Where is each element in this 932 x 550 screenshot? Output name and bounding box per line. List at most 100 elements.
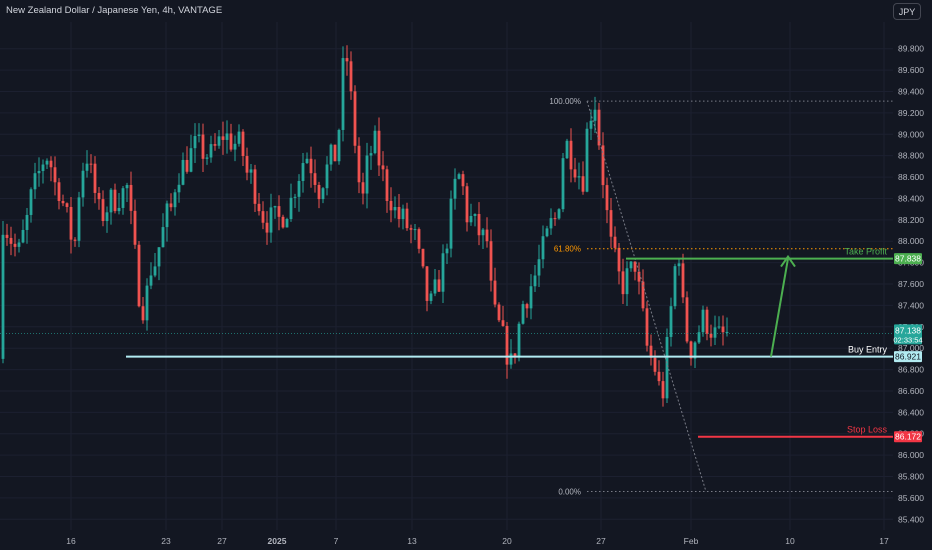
candle-body <box>417 229 421 249</box>
candle-body <box>377 130 381 166</box>
candle-body <box>165 203 169 228</box>
currency-button[interactable]: JPY <box>893 3 921 20</box>
price-tick-label: 87.400 <box>898 300 924 310</box>
candle-body <box>677 263 681 267</box>
candle-body <box>621 271 625 295</box>
price-tick-label: 87.600 <box>898 279 924 289</box>
candle-body <box>1 234 5 359</box>
candle-body <box>357 145 361 183</box>
candle-body <box>93 163 97 193</box>
candle-body <box>277 206 281 217</box>
time-tick-label: 17 <box>879 536 889 546</box>
candle-body <box>609 210 613 237</box>
time-tick-label: 13 <box>407 536 417 546</box>
candle-body <box>529 286 533 309</box>
candle-body <box>161 227 165 248</box>
price-tick-label: 89.400 <box>898 87 924 97</box>
candle-body <box>545 228 549 237</box>
candle-body <box>145 285 149 321</box>
stop-loss-label: Stop Loss <box>847 425 888 435</box>
candle-body <box>193 136 197 149</box>
take-profit-label: Take Profit <box>844 247 887 257</box>
candle-body <box>85 163 89 171</box>
last-price-badge: 87.138 <box>895 325 921 335</box>
candle-body <box>673 266 677 307</box>
candle-body <box>389 200 393 211</box>
candle-body <box>725 331 729 333</box>
candle-body <box>209 144 213 158</box>
candle-body <box>513 353 517 357</box>
stop-loss-badge: 86.172 <box>895 432 921 442</box>
candle-body <box>373 130 377 154</box>
candle-body <box>533 275 537 287</box>
candle-body <box>497 304 501 321</box>
candle-body <box>693 342 697 359</box>
candle-body <box>721 326 725 333</box>
candle-body <box>233 143 237 150</box>
price-tick-label: 86.600 <box>898 386 924 396</box>
candle-body <box>581 176 585 192</box>
candle-body <box>457 174 461 179</box>
candle-body <box>265 222 269 233</box>
candle-body <box>81 170 85 198</box>
candle-body <box>625 268 629 295</box>
buy-entry-label: Buy Entry <box>848 345 888 355</box>
candle-body <box>241 131 245 157</box>
candle-body <box>117 207 121 212</box>
candle-body <box>437 279 441 292</box>
candle-body <box>709 333 713 338</box>
price-tick-label: 88.400 <box>898 193 924 203</box>
candle-body <box>509 353 513 365</box>
candle-body <box>309 158 313 174</box>
candle-body <box>393 206 397 211</box>
candle-body <box>461 174 465 187</box>
candle-body <box>21 229 25 243</box>
candle-body <box>125 184 129 189</box>
candle-body <box>57 182 61 201</box>
candle-body <box>345 58 349 62</box>
candle-body <box>573 169 577 178</box>
price-axis[interactable]: 89.800 89.600 89.400 89.200 89.000 88.800 88.6… <box>893 44 924 525</box>
time-tick-label: 2025 <box>268 536 287 546</box>
candle-body <box>397 206 401 220</box>
fib-trend-line <box>586 100 707 492</box>
take-profit-badge: 87.838 <box>895 254 921 264</box>
drawings-layer: 100.00% 61.80% 0.00% Buy Entry Take Profit St… <box>0 97 893 496</box>
candle-body <box>681 263 685 298</box>
candle-body <box>41 164 45 171</box>
candle-body <box>493 280 497 305</box>
candle-body <box>133 210 137 245</box>
symbol-title: New Zealand Dollar / Japanese Yen, 4h, V… <box>6 5 223 16</box>
candle-body <box>9 237 13 244</box>
candle-body <box>65 203 69 207</box>
candle-body <box>245 156 249 173</box>
candle-body <box>97 192 101 200</box>
price-tick-label: 89.800 <box>898 44 924 54</box>
candle-body <box>217 136 221 146</box>
candle-body <box>381 165 385 170</box>
candle-body <box>685 297 689 342</box>
candle-body <box>385 169 389 201</box>
candle-body <box>353 91 357 146</box>
candle-body <box>537 259 541 276</box>
fib-level-label: 100.00% <box>549 97 581 106</box>
candle-body <box>113 189 117 212</box>
candle-body <box>585 128 589 192</box>
candle-body <box>553 218 557 220</box>
price-tick-label: 87.000 <box>898 343 924 353</box>
price-tick-label: 86.000 <box>898 450 924 460</box>
time-axis[interactable]: 16 23 27 2025 7 13 20 27 Feb 10 17 <box>66 536 889 546</box>
candle-body <box>69 206 73 240</box>
projection-arrow-head <box>780 254 796 268</box>
candle-body <box>369 153 373 156</box>
candle-body <box>697 332 701 343</box>
candle-body <box>17 242 21 247</box>
price-tick-label: 85.600 <box>898 493 924 503</box>
candle-body <box>293 196 297 198</box>
candle-body <box>321 188 325 200</box>
candle-body <box>541 236 545 260</box>
candle-body <box>229 133 233 150</box>
candle-body <box>305 158 309 164</box>
candle-body <box>613 236 617 248</box>
